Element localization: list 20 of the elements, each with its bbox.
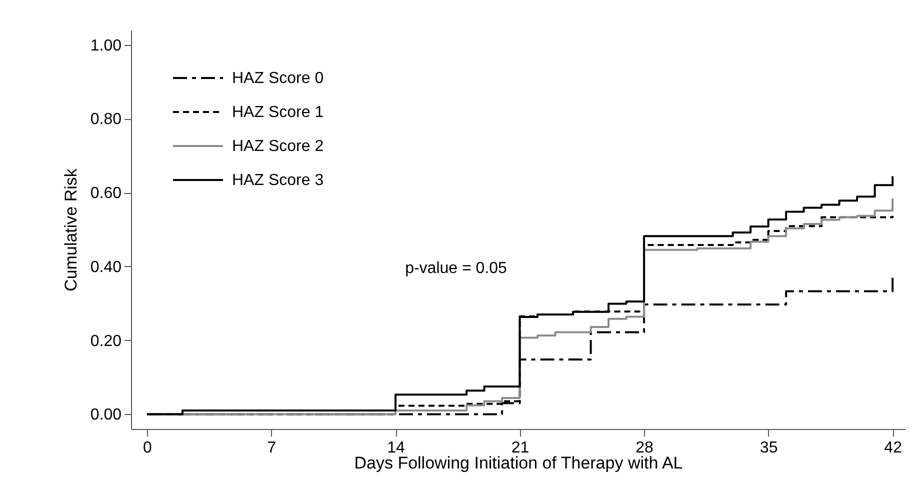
annotation: p-value = 0.05 (405, 260, 508, 277)
x-tick-label: 35 (760, 440, 778, 456)
y-tick-label: 0.00 (90, 406, 122, 424)
x-tick-label: 7 (267, 440, 276, 456)
x-tick-label: 42 (884, 440, 902, 456)
y-tick-label: 0.60 (90, 185, 122, 202)
y-tick-label: 0.40 (90, 258, 122, 276)
x-axis-title: Days Following Initiation of Therapy with AL (354, 454, 683, 472)
y-axis-title: Cumulative Risk (61, 168, 80, 292)
x-tick-label: 28 (636, 440, 654, 456)
y-tick-label: 0.80 (90, 111, 122, 128)
x-tick-label: 21 (511, 440, 530, 456)
y-tick-label: 1.00 (90, 37, 122, 54)
legend-label: HAZ Score 3 (232, 172, 324, 189)
x-tick-label: 14 (387, 440, 406, 456)
legend-label: HAZ Score 2 (232, 138, 324, 155)
y-tick-label: 0.20 (90, 332, 122, 350)
legend-label: HAZ Score 0 (232, 70, 324, 87)
legend-label: HAZ Score 1 (232, 104, 324, 121)
x-tick-label: 0 (143, 440, 152, 456)
